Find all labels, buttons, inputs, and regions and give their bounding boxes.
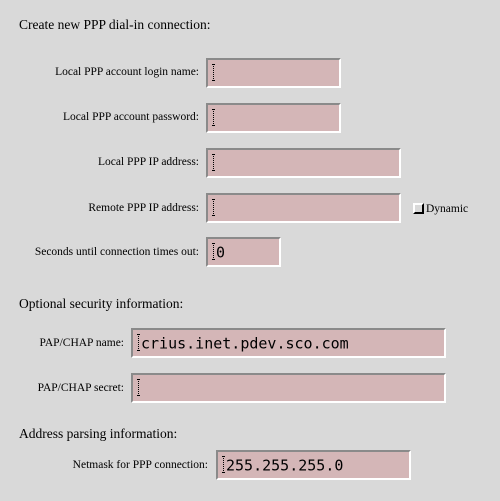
dynamic-checkbox-label[interactable]: Dynamic <box>426 203 469 215</box>
netmask-value: 255.255.255.0 <box>226 456 344 475</box>
dynamic-checkbox[interactable] <box>413 203 424 214</box>
pap-chap-secret-field[interactable] <box>131 373 446 403</box>
password-field[interactable] <box>206 103 341 133</box>
netmask-field[interactable]: 255.255.255.0 <box>216 450 411 480</box>
security-heading: Optional security information: <box>19 296 184 311</box>
timeout-value: 0 <box>216 243 226 262</box>
pap-chap-name-value: crius.inet.pdev.sco.com <box>141 334 349 353</box>
text-cursor-icon <box>137 334 140 351</box>
timeout-label: Seconds until connection times out: <box>34 246 199 258</box>
pap-chap-name-field[interactable]: crius.inet.pdev.sco.com <box>131 328 446 358</box>
address-parsing-heading: Address parsing information: <box>19 426 178 441</box>
create-connection-heading: Create new PPP dial-in connection: <box>19 17 211 32</box>
pap-chap-secret-label: PAP/CHAP secret: <box>37 382 124 394</box>
text-cursor-icon <box>222 456 225 473</box>
password-label: Local PPP account password: <box>63 111 199 123</box>
text-cursor-icon <box>212 64 215 81</box>
timeout-field[interactable]: 0 <box>206 237 281 267</box>
text-cursor-icon <box>212 109 215 126</box>
text-cursor-icon <box>137 379 140 396</box>
local-ip-field[interactable] <box>206 148 401 178</box>
login-name-field[interactable] <box>206 58 341 88</box>
remote-ip-label: Remote PPP IP address: <box>88 202 199 214</box>
text-cursor-icon <box>212 154 215 171</box>
login-name-label: Local PPP account login name: <box>55 66 199 78</box>
local-ip-label: Local PPP IP address: <box>97 156 199 168</box>
netmask-label: Netmask for PPP connection: <box>72 459 208 471</box>
text-cursor-icon <box>212 243 215 260</box>
remote-ip-field[interactable] <box>206 193 401 223</box>
pap-chap-name-label: PAP/CHAP name: <box>39 337 124 349</box>
text-cursor-icon <box>212 199 215 216</box>
